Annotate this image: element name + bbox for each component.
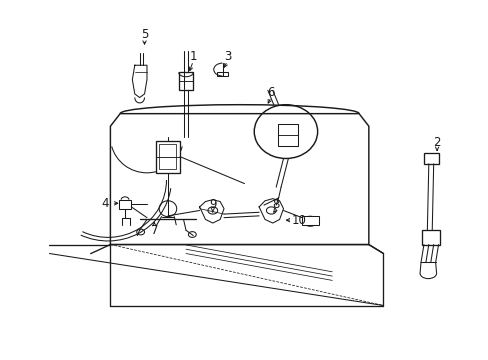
Text: 10: 10 xyxy=(291,214,306,227)
Polygon shape xyxy=(423,153,438,164)
Text: 8: 8 xyxy=(272,198,279,211)
Polygon shape xyxy=(277,125,298,146)
Text: 6: 6 xyxy=(267,86,275,99)
Text: 2: 2 xyxy=(432,136,440,149)
Polygon shape xyxy=(156,140,180,173)
Polygon shape xyxy=(302,216,318,225)
Text: 4: 4 xyxy=(102,197,109,210)
Polygon shape xyxy=(119,200,131,210)
Text: 5: 5 xyxy=(141,28,148,41)
Text: 1: 1 xyxy=(189,50,197,63)
Polygon shape xyxy=(422,230,439,244)
Text: 3: 3 xyxy=(224,50,231,63)
Text: 7: 7 xyxy=(150,224,158,238)
Text: 9: 9 xyxy=(209,198,216,211)
